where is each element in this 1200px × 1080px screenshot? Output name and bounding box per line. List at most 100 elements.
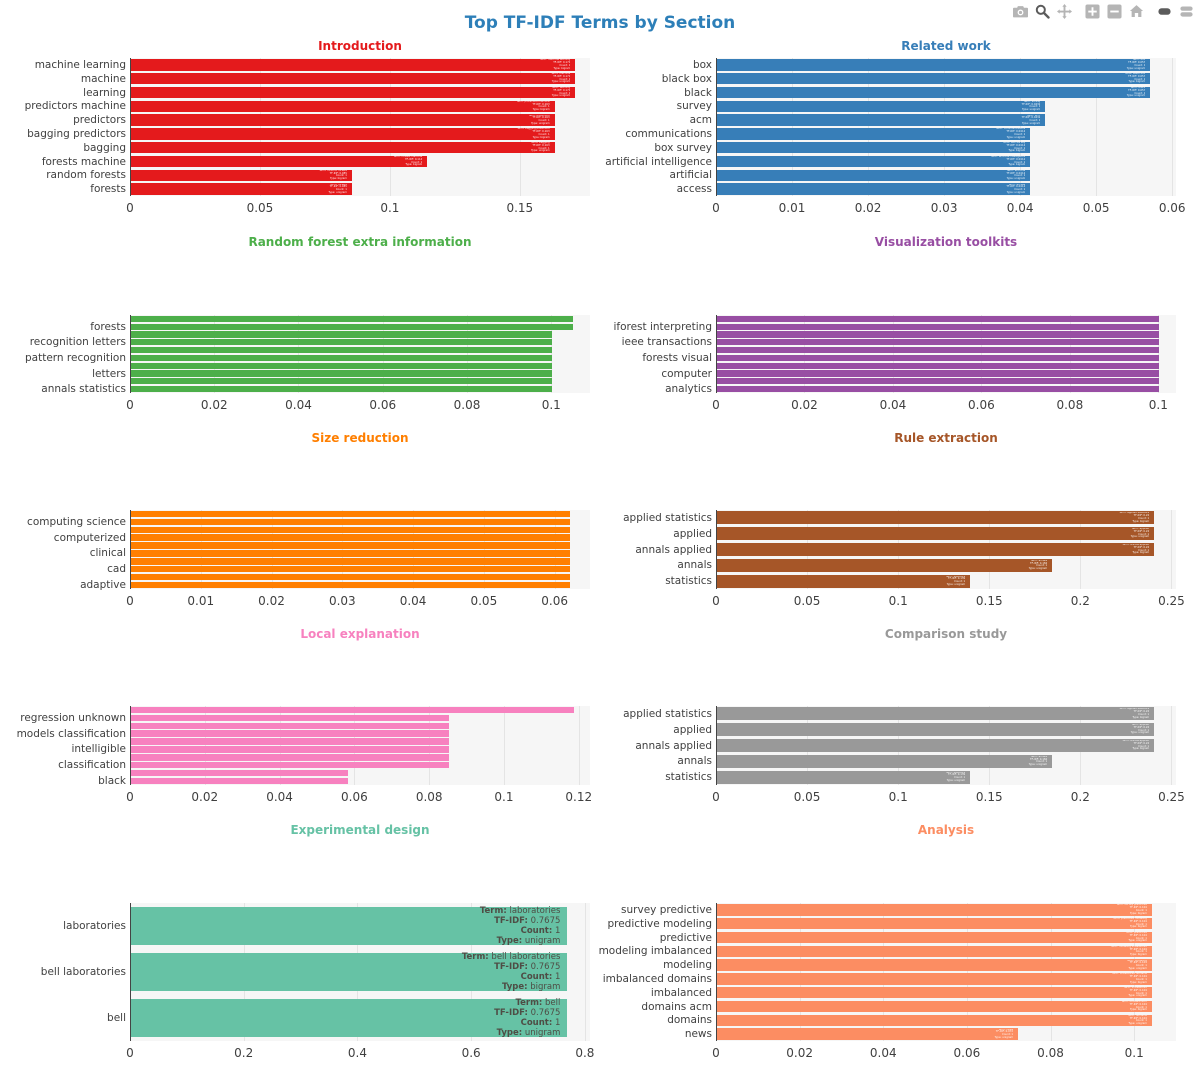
bar-iforest-interpreting[interactable] xyxy=(717,323,1160,330)
zoom-out-icon[interactable] xyxy=(1107,4,1122,19)
bar-access[interactable] xyxy=(717,183,1031,195)
bar-adaptive[interactable] xyxy=(131,581,570,589)
bar-random-forest-extra-information-2[interactable] xyxy=(131,331,553,338)
bar-modeling[interactable] xyxy=(717,959,1152,971)
bar-imbalanced-domains[interactable] xyxy=(717,973,1152,985)
bar-intelligible[interactable] xyxy=(131,746,449,753)
bar-acm[interactable] xyxy=(717,114,1046,126)
bar-black-box[interactable] xyxy=(717,73,1151,85)
bar-news[interactable] xyxy=(717,1028,1019,1040)
bar-local-explanation-6[interactable] xyxy=(131,754,449,761)
bar-box[interactable] xyxy=(717,59,1151,71)
bar-predictors-machine[interactable] xyxy=(131,100,555,112)
bar-random-forests[interactable] xyxy=(131,169,352,181)
bar-applied[interactable] xyxy=(717,723,1155,737)
bar-visualization-toolkits-6[interactable] xyxy=(717,362,1160,369)
bar-bagging-predictors[interactable] xyxy=(131,128,555,140)
bar-bagging[interactable] xyxy=(131,142,555,154)
bar-clinical[interactable] xyxy=(131,550,570,557)
bar-local-explanation-4[interactable] xyxy=(131,738,449,745)
bar-artificial-intelligence[interactable] xyxy=(717,155,1031,168)
bar-size-reduction-4[interactable] xyxy=(131,542,570,549)
bar-applied-statistics[interactable] xyxy=(717,511,1155,525)
bar-communications[interactable] xyxy=(717,128,1031,140)
bar-local-explanation-8[interactable] xyxy=(131,769,348,777)
bar-forests-visual[interactable] xyxy=(717,354,1160,362)
bar-computing-science[interactable] xyxy=(131,518,570,526)
bar-annals-applied[interactable] xyxy=(717,543,1155,556)
bar-size-reduction-8[interactable] xyxy=(131,573,570,581)
bar-imbalanced[interactable] xyxy=(717,987,1152,999)
bar-computer[interactable] xyxy=(717,370,1160,377)
bar-applied-statistics[interactable] xyxy=(717,707,1155,721)
bar-forests-machine[interactable] xyxy=(131,155,428,168)
bar-domains-acm[interactable] xyxy=(717,1000,1152,1013)
bar-bell[interactable] xyxy=(131,999,568,1037)
bar-artificial[interactable] xyxy=(717,169,1031,181)
y-tick-label: laboratories xyxy=(63,920,126,932)
bar-black[interactable] xyxy=(131,777,348,785)
bar-classification[interactable] xyxy=(131,762,449,769)
camera-icon[interactable] xyxy=(1013,4,1028,19)
bar-local-explanation-2[interactable] xyxy=(131,722,449,729)
bar-local-explanation-0[interactable] xyxy=(131,706,575,714)
bar-regression-unknown[interactable] xyxy=(131,714,449,722)
bar-random-forest-extra-information-6[interactable] xyxy=(131,362,553,369)
gridline xyxy=(1158,315,1160,393)
bar-ieee-transactions[interactable] xyxy=(717,339,1160,346)
bar-machine-learning[interactable] xyxy=(131,59,576,71)
bar-models-classification[interactable] xyxy=(131,730,449,737)
zoom-in-icon[interactable] xyxy=(1085,4,1100,19)
hover-compare-icon[interactable] xyxy=(1179,4,1194,19)
bar-random-forest-extra-information-4[interactable] xyxy=(131,346,553,354)
y-tick-label: forests xyxy=(90,183,126,196)
gridline xyxy=(503,706,505,785)
bar-forests[interactable] xyxy=(131,323,574,330)
bar-size-reduction-2[interactable] xyxy=(131,526,570,533)
x-tick-label: 0 xyxy=(712,594,720,608)
bar-computerized[interactable] xyxy=(131,534,570,541)
bar-annals-applied[interactable] xyxy=(717,739,1155,752)
bar-annals-statistics[interactable] xyxy=(131,385,553,393)
bar-bell-laboratories[interactable] xyxy=(131,953,568,991)
bar-visualization-toolkits-0[interactable] xyxy=(717,315,1160,323)
pan-icon[interactable] xyxy=(1057,4,1072,19)
bar-recognition-letters[interactable] xyxy=(131,339,553,346)
bar-annals[interactable] xyxy=(717,754,1053,768)
bar-size-reduction-0[interactable] xyxy=(131,510,570,518)
bar-analytics[interactable] xyxy=(717,385,1160,393)
bar-machine[interactable] xyxy=(131,73,576,85)
bar-annotation: Term: modeling imbalanced TF-IDF: 0.104 Co… xyxy=(1110,945,1147,957)
bar-survey[interactable] xyxy=(717,100,1046,112)
gridline xyxy=(883,903,885,1041)
zoom-icon[interactable] xyxy=(1035,4,1050,19)
bar-black[interactable] xyxy=(717,86,1151,99)
bar-predictive-modeling[interactable] xyxy=(717,918,1152,930)
bar-visualization-toolkits-4[interactable] xyxy=(717,346,1160,354)
bar-visualization-toolkits-8[interactable] xyxy=(717,378,1160,385)
bar-predictors[interactable] xyxy=(131,114,555,126)
x-tick-label: 0.01 xyxy=(778,201,806,215)
bar-random-forest-extra-information-8[interactable] xyxy=(131,378,553,385)
bar-predictive[interactable] xyxy=(717,931,1152,944)
bar-annals[interactable] xyxy=(717,558,1053,572)
bar-cad[interactable] xyxy=(131,566,570,573)
hover-closest-icon[interactable] xyxy=(1157,4,1172,19)
bar-laboratories[interactable] xyxy=(131,907,568,945)
bar-statistics[interactable] xyxy=(717,574,971,588)
bar-pattern-recognition[interactable] xyxy=(131,354,553,362)
autoscale-icon[interactable] xyxy=(1129,4,1144,19)
bar-visualization-toolkits-2[interactable] xyxy=(717,331,1160,338)
bar-forests[interactable] xyxy=(131,183,352,195)
bar-letters[interactable] xyxy=(131,370,553,377)
bar-learning[interactable] xyxy=(131,86,576,99)
bar-random-forest-extra-information-0[interactable] xyxy=(131,315,574,323)
bar-applied[interactable] xyxy=(717,527,1155,541)
bar-statistics[interactable] xyxy=(717,770,971,784)
bar-box-survey[interactable] xyxy=(717,142,1031,154)
bar-modeling-imbalanced[interactable] xyxy=(717,945,1152,957)
bar-survey-predictive[interactable] xyxy=(717,904,1152,916)
bar-domains[interactable] xyxy=(717,1014,1152,1026)
bar-size-reduction-6[interactable] xyxy=(131,558,570,565)
